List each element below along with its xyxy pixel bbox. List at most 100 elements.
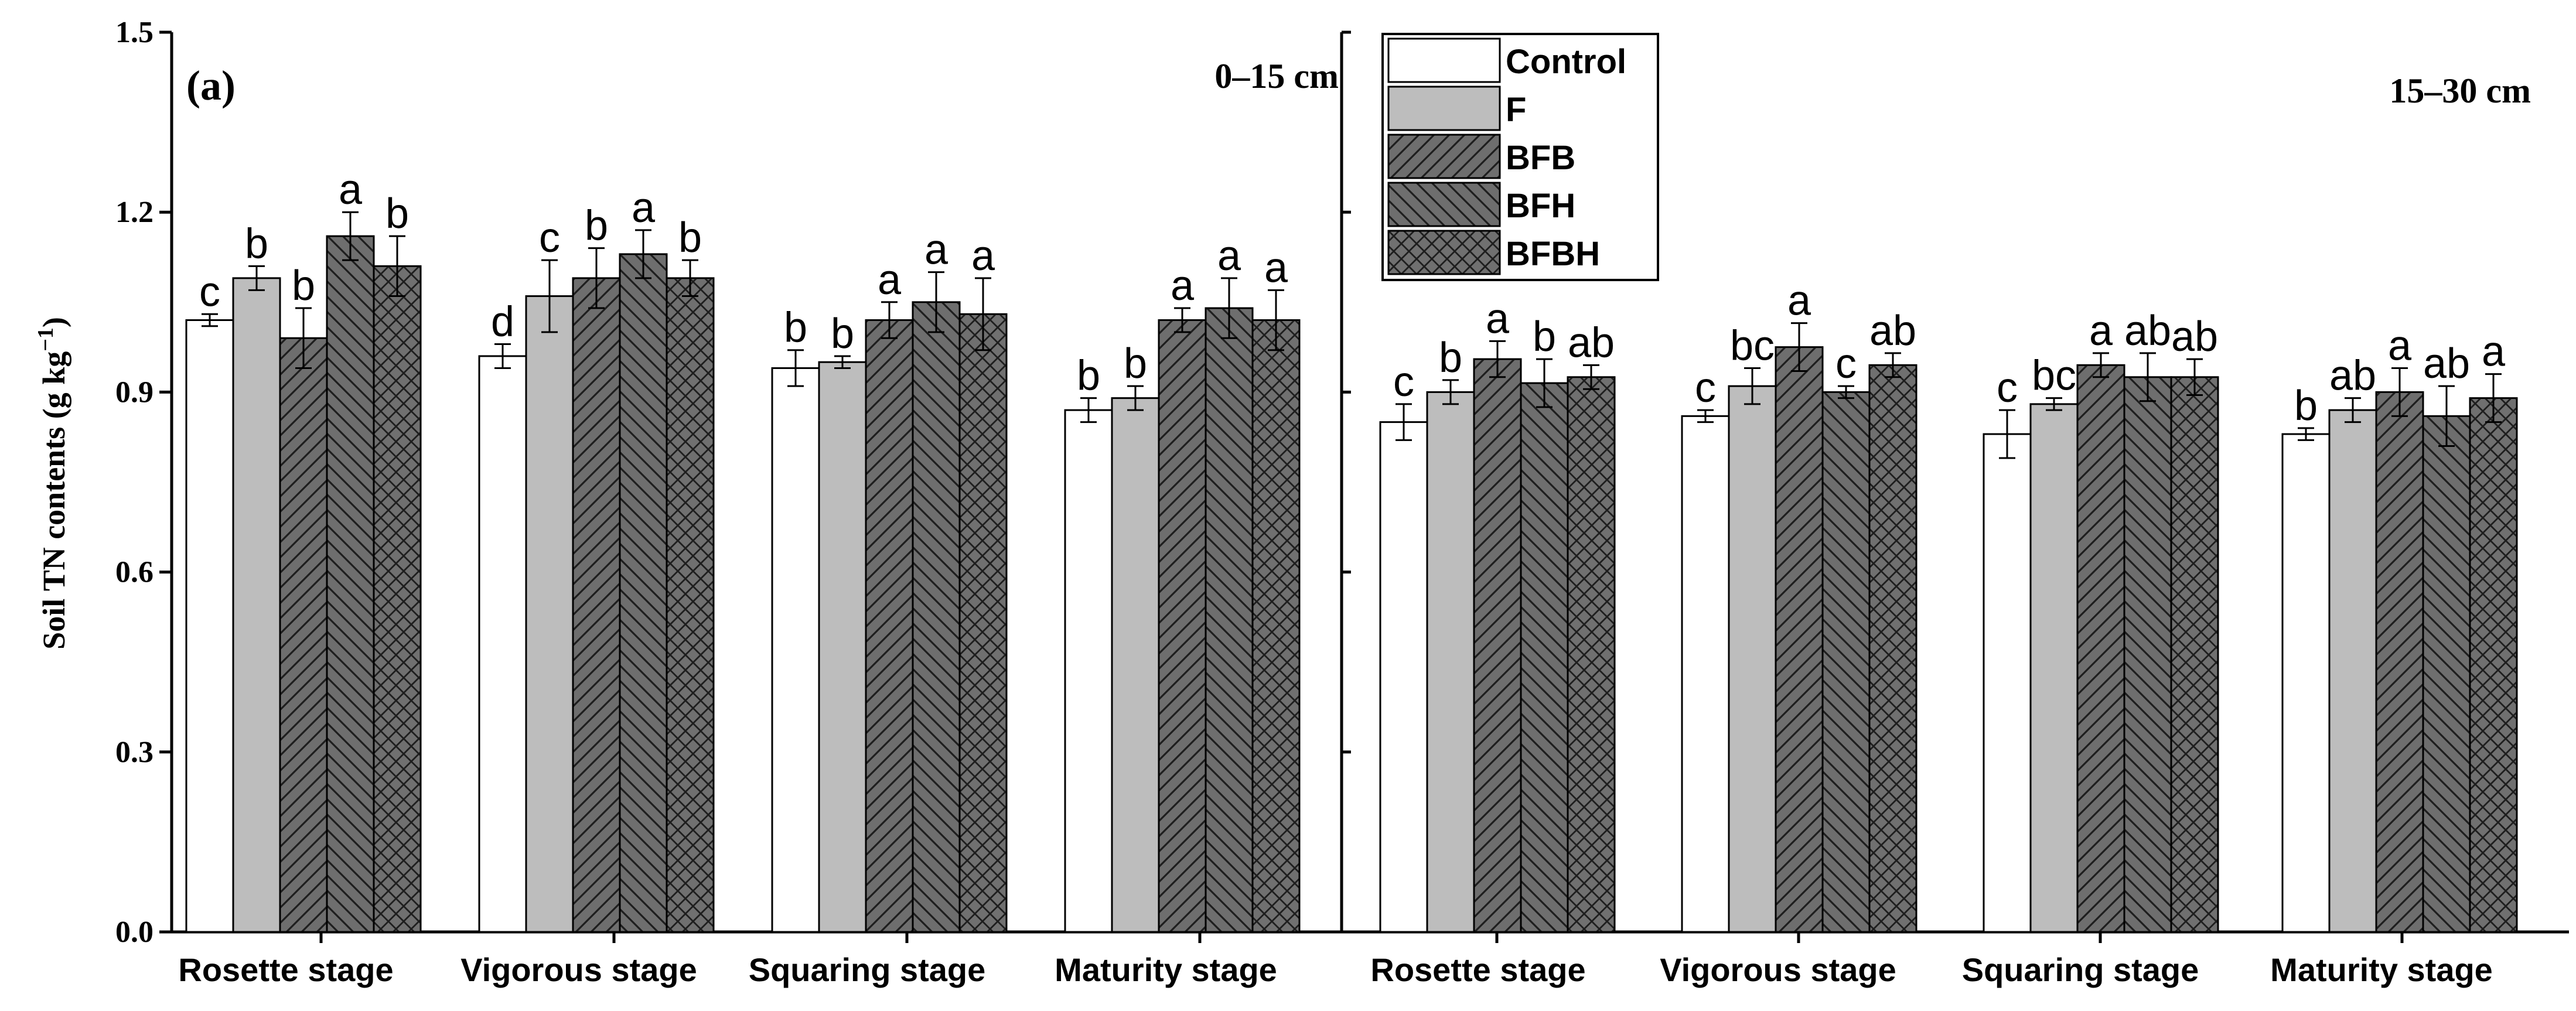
bar-bfb-0 bbox=[1473, 358, 1522, 933]
bar-f-2 bbox=[2029, 403, 2079, 933]
bar-f-1 bbox=[1728, 385, 1777, 933]
panel-a-depth: 0–15 cm bbox=[1214, 57, 1339, 95]
bar-control-1 bbox=[1681, 415, 1730, 933]
x-tick-label-panel0-0: Rosette stage bbox=[178, 951, 393, 988]
sig-letter-control-2: c bbox=[1997, 364, 2018, 411]
bar-control-3 bbox=[2281, 433, 2331, 933]
legend-label-bfh: BFH bbox=[1506, 187, 1575, 225]
bar-bfbh-3 bbox=[1251, 319, 1301, 933]
bar-bfb-2 bbox=[865, 319, 914, 933]
legend-item-bfb: BFB bbox=[1387, 134, 1575, 179]
y-tick-label-4: 1.2 bbox=[115, 196, 153, 229]
bar-bfh-0 bbox=[1520, 382, 1569, 933]
legend-item-bfbh: BFBH bbox=[1387, 230, 1600, 275]
sig-letter-bfb-1: a bbox=[1787, 278, 1811, 325]
sig-letter-control-1: c bbox=[1695, 364, 1716, 411]
sig-letter-bfh-2: a bbox=[924, 227, 948, 274]
bar-control-0 bbox=[1379, 421, 1428, 933]
bar-bfb-0 bbox=[279, 337, 328, 933]
bar-bfh-2 bbox=[2123, 376, 2172, 933]
sig-letter-bfh-1: a bbox=[632, 185, 656, 231]
bar-bfbh-3 bbox=[2469, 397, 2518, 933]
sig-letter-bfh-3: a bbox=[1217, 233, 1241, 279]
legend-item-control: Control bbox=[1387, 37, 1626, 83]
bar-control-1 bbox=[478, 355, 527, 933]
bar-bfb-3 bbox=[2375, 391, 2424, 933]
sig-letter-f-3: b bbox=[1124, 340, 1147, 387]
bar-f-3 bbox=[1111, 397, 1160, 933]
y-tick-label-2: 0.6 bbox=[115, 556, 153, 589]
x-tick-label-panel0-2: Squaring stage bbox=[749, 951, 986, 988]
sig-letter-control-1: d bbox=[491, 298, 514, 345]
legend-label-f: F bbox=[1506, 91, 1526, 129]
legend-swatch-f bbox=[1387, 86, 1501, 131]
legend-item-f: F bbox=[1387, 86, 1526, 131]
sig-letter-bfbh-0: b bbox=[385, 190, 409, 237]
x-tick-label-panel0-3: Maturity stage bbox=[1055, 951, 1277, 988]
sig-letter-bfbh-3: a bbox=[1264, 244, 1288, 291]
sig-letter-bfb-3: a bbox=[1171, 262, 1195, 309]
sig-letter-control-0: c bbox=[1393, 358, 1414, 405]
sig-letter-control-0: c bbox=[199, 268, 220, 315]
bar-f-3 bbox=[2328, 409, 2377, 933]
legend: Control F BFB BFH BFBH bbox=[1381, 33, 1659, 281]
sig-letter-bfh-3: ab bbox=[2423, 340, 2470, 387]
sig-letter-bfbh-1: ab bbox=[1869, 308, 1916, 354]
sig-letter-bfbh-0: ab bbox=[1568, 319, 1615, 366]
sig-letter-bfbh-1: b bbox=[678, 214, 702, 261]
x-tick-label-panel0-1: Vigorous stage bbox=[460, 951, 697, 988]
y-axis: 0.0 0.3 0.6 0.9 1.2 1.5 bbox=[115, 16, 1351, 949]
sig-letter-bfbh-2: ab bbox=[2171, 313, 2218, 360]
legend-swatch-bfh bbox=[1387, 182, 1501, 227]
y-axis-title: Soil TN contents (g kg−1) bbox=[33, 317, 71, 650]
y-axis-title-superscript: −1 bbox=[33, 327, 58, 351]
sig-letter-bfh-1: c bbox=[1835, 340, 1857, 387]
legend-swatch-control bbox=[1387, 37, 1501, 83]
panel-a-title: (a) bbox=[186, 62, 236, 109]
panel-b-depth: 15–30 cm bbox=[2389, 71, 2531, 110]
bar-bfh-0 bbox=[326, 235, 375, 933]
x-tick-label-panel1-1: Vigorous stage bbox=[1660, 951, 1896, 988]
sig-letter-bfh-0: b bbox=[1533, 313, 1556, 360]
legend-swatch-bfbh bbox=[1387, 230, 1501, 275]
sig-letter-f-3: ab bbox=[2329, 353, 2376, 399]
bar-bfh-3 bbox=[1205, 307, 1254, 933]
bar-control-0 bbox=[185, 319, 234, 933]
sig-letter-f-1: bc bbox=[1730, 322, 1775, 369]
sig-letter-f-1: c bbox=[539, 214, 560, 261]
bar-bfbh-0 bbox=[373, 265, 422, 933]
y-tick-label-1: 0.3 bbox=[115, 736, 153, 769]
bar-bfb-1 bbox=[572, 277, 621, 933]
sig-letter-bfb-2: a bbox=[878, 257, 902, 303]
sig-letter-bfbh-2: a bbox=[971, 233, 995, 279]
bar-bfb-3 bbox=[1158, 319, 1207, 933]
sig-letter-bfb-3: a bbox=[2388, 322, 2412, 369]
y-tick-label-5: 1.5 bbox=[115, 16, 153, 49]
bar-control-3 bbox=[1064, 409, 1113, 933]
sig-letter-f-0: b bbox=[1439, 334, 1462, 381]
x-tick-label-panel1-2: Squaring stage bbox=[1962, 951, 2199, 988]
bar-bfh-3 bbox=[2422, 415, 2471, 933]
sig-letter-f-2: bc bbox=[2032, 353, 2076, 399]
bar-bfbh-0 bbox=[1567, 376, 1616, 933]
legend-item-bfh: BFH bbox=[1387, 182, 1575, 227]
y-axis-title-end: ) bbox=[36, 317, 71, 327]
y-tick-label-0: 0.0 bbox=[115, 916, 153, 949]
y-axis-title-text: Soil TN contents (g kg bbox=[36, 351, 71, 650]
sig-letter-bfbh-3: a bbox=[2482, 329, 2506, 375]
legend-label-bfb: BFB bbox=[1506, 139, 1575, 177]
bar-f-2 bbox=[818, 361, 867, 933]
bar-bfh-2 bbox=[912, 301, 961, 933]
sig-letter-control-3: b bbox=[2294, 382, 2318, 429]
sig-letter-control-3: b bbox=[1077, 353, 1100, 399]
bar-bfbh-2 bbox=[2170, 376, 2219, 933]
legend-label-bfbh: BFBH bbox=[1506, 235, 1600, 273]
sig-letter-f-2: b bbox=[831, 310, 854, 357]
x-tick-label-panel1-3: Maturity stage bbox=[2270, 951, 2493, 988]
sig-letter-control-2: b bbox=[784, 305, 807, 351]
sig-letter-bfb-2: a bbox=[2089, 308, 2113, 354]
bar-bfbh-2 bbox=[958, 313, 1008, 933]
sig-letter-bfb-1: b bbox=[585, 203, 608, 250]
